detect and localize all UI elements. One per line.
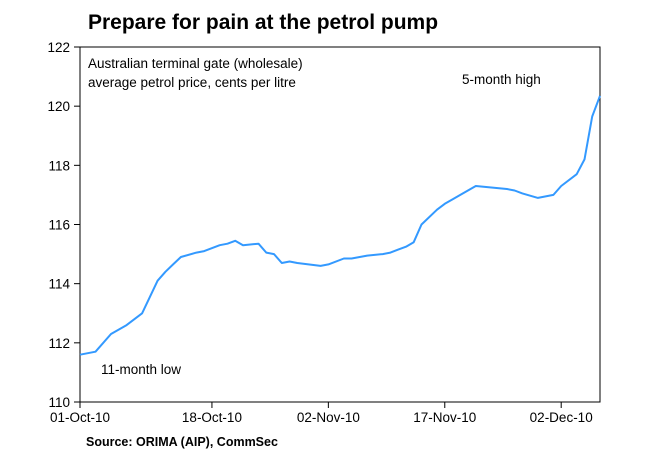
y-tick-label: 118 [48,158,70,173]
chart-title: Prepare for pain at the petrol pump [88,11,439,34]
y-axis: 110 112 114 116 118 120 122 [47,40,80,410]
y-tick-label: 120 [47,99,70,114]
series-line [79,95,601,356]
y-tick-label: 116 [48,218,70,233]
x-tick-label: 01-Oct-10 [50,410,110,425]
y-tick-label: 122 [47,40,70,55]
x-tick-label: 02-Nov-10 [297,410,360,425]
subtitle-line-2: average petrol price, cents per litre [88,75,296,90]
x-tick-label: 17-Nov-10 [413,410,476,425]
y-tick-label: 112 [48,336,70,351]
x-tick-label: 02-Dec-10 [530,410,593,425]
subtitle-line-1: Australian terminal gate (wholesale) [88,56,303,71]
annotation-5-month-high: 5-month high [462,72,541,87]
y-tick-label: 110 [48,395,70,410]
plot-area-frame [79,46,601,403]
annotation-11-month-low: 11-month low [101,362,181,377]
source-note: Source: ORIMA (AIP), CommSec [86,435,278,449]
x-tick-label: 18-Oct-10 [182,410,242,425]
x-axis: 01-Oct-10 18-Oct-10 02-Nov-10 17-Nov-10 02-D… [50,402,593,425]
y-tick-label: 114 [48,277,70,292]
